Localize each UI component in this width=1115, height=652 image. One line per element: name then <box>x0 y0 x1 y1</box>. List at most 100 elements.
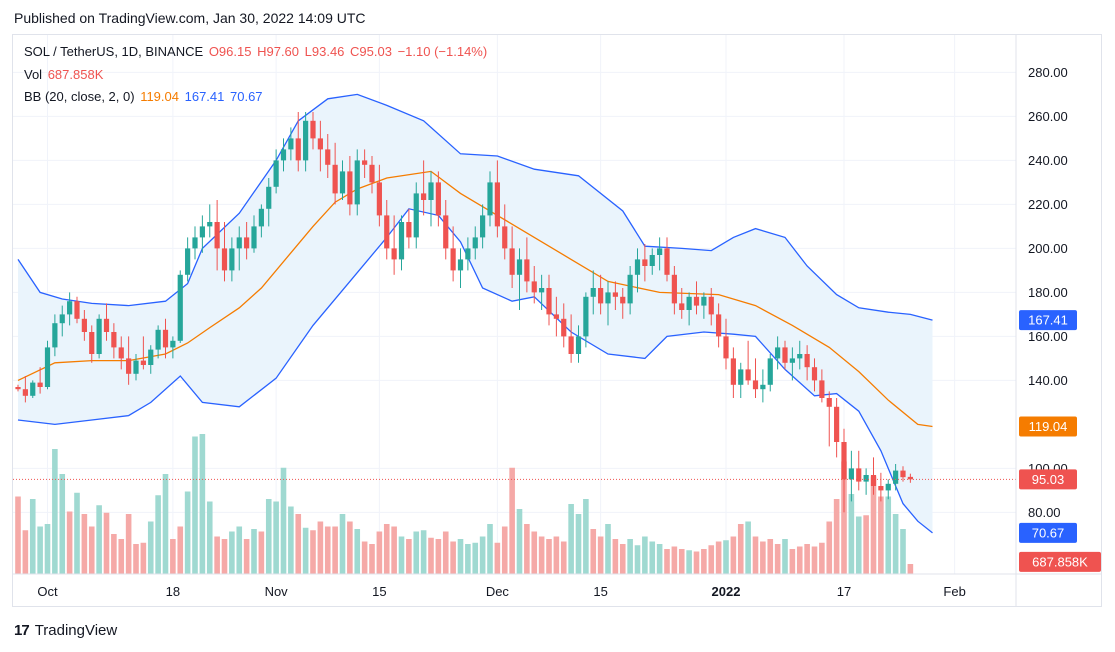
price-badge-label: 167.41 <box>1028 313 1068 328</box>
candle-body <box>280 149 287 161</box>
legend-bb-label: BB (20, close, 2, 0) <box>24 89 135 104</box>
candle-body <box>752 380 759 390</box>
y-tick-label: 260.00 <box>1028 109 1068 124</box>
volume-bar <box>273 501 279 574</box>
candle-body <box>782 347 788 363</box>
candle-body <box>730 358 736 385</box>
volume-bar <box>37 526 43 574</box>
x-tick-label: Oct <box>37 584 58 599</box>
volume-bar <box>605 524 611 574</box>
candle-body <box>170 340 176 348</box>
volume-bar <box>111 534 117 574</box>
candle-body <box>524 259 530 282</box>
candle-body <box>797 354 803 359</box>
candle-body <box>339 171 346 194</box>
candle-body <box>133 360 139 374</box>
legend-high: H97.60 <box>257 44 300 59</box>
volume-bar <box>819 542 825 574</box>
legend-low: L93.46 <box>304 44 345 59</box>
candle-body <box>649 255 655 266</box>
candle-body <box>369 164 375 183</box>
volume-bar <box>855 516 862 574</box>
volume-bar <box>265 499 272 574</box>
candle-body <box>553 314 559 319</box>
candle-body <box>44 347 51 387</box>
candle-body <box>303 120 309 161</box>
candle-body <box>421 193 427 200</box>
volume-bar <box>140 542 147 574</box>
candle-body <box>214 222 220 249</box>
volume-bar <box>907 564 914 574</box>
volume-bar <box>332 526 338 574</box>
legend-bb-lower: 70.67 <box>230 89 263 104</box>
candle-body <box>885 483 891 491</box>
volume-bar <box>597 536 604 574</box>
footer-brand-label: TradingView <box>34 622 118 639</box>
candle-body <box>443 215 449 249</box>
candle-body <box>89 332 95 354</box>
volume-bar <box>15 496 21 574</box>
volume-bar <box>420 530 427 574</box>
candle-body <box>531 281 537 293</box>
candle-body <box>738 369 744 385</box>
volume-bar <box>398 536 405 574</box>
candle-body <box>391 248 397 260</box>
candle-body <box>686 296 692 310</box>
volume-bar <box>796 546 803 574</box>
y-tick-label: 140.00 <box>1028 373 1068 388</box>
volume-bar <box>457 539 464 574</box>
candle-body <box>332 164 338 194</box>
candle-body <box>354 160 360 205</box>
candle-body <box>590 288 596 297</box>
candle-body <box>834 406 840 442</box>
volume-bar <box>206 501 213 574</box>
volume-bar <box>406 539 412 574</box>
volume-bar <box>833 499 840 574</box>
y-tick-label: 200.00 <box>1028 241 1068 256</box>
candle-body <box>185 248 191 275</box>
volume-bar <box>88 526 95 574</box>
volume-bar <box>516 509 523 574</box>
volume-bar <box>442 531 449 574</box>
price-badge <box>1019 551 1101 572</box>
legend-close: C95.03 <box>350 44 392 59</box>
volume-bar <box>752 536 759 574</box>
price-badge <box>1019 469 1077 490</box>
volume-bar <box>627 539 633 574</box>
footer-brand[interactable]: 17 TradingView <box>14 622 117 639</box>
candle-body <box>74 301 80 319</box>
candle-body <box>893 470 899 484</box>
candle-body <box>907 476 913 480</box>
candle-body <box>457 259 464 271</box>
volume-bar <box>428 537 434 574</box>
volume-bar <box>892 514 899 574</box>
volume-bar <box>184 491 191 574</box>
legend-vol-value: 687.858K <box>47 67 104 82</box>
candle-body <box>15 387 21 390</box>
candle-body <box>435 182 441 216</box>
candle-body <box>612 292 618 297</box>
volume-bar <box>642 536 648 574</box>
candle-body <box>701 296 707 306</box>
volume-bar <box>546 539 552 574</box>
legend-open: O96.15 <box>208 44 252 59</box>
candle-body <box>376 182 382 216</box>
candle-body <box>398 222 405 260</box>
volume-bar <box>560 541 567 574</box>
volume-bar <box>878 496 884 574</box>
x-tick-label: 17 <box>837 584 851 599</box>
price-badge-label: 687.858K <box>1032 554 1088 569</box>
volume-bar <box>435 539 442 574</box>
candle-body <box>561 318 567 337</box>
volume-bar <box>538 536 545 574</box>
candle-body <box>575 336 582 354</box>
y-tick-label: 220.00 <box>1028 197 1068 212</box>
candle-body <box>229 248 235 271</box>
candle-body <box>605 292 611 304</box>
x-tick-label: Nov <box>265 584 289 599</box>
candle-body <box>177 274 183 341</box>
candle-body <box>465 248 471 260</box>
candle-body <box>236 237 242 249</box>
volume-bar <box>155 495 161 574</box>
